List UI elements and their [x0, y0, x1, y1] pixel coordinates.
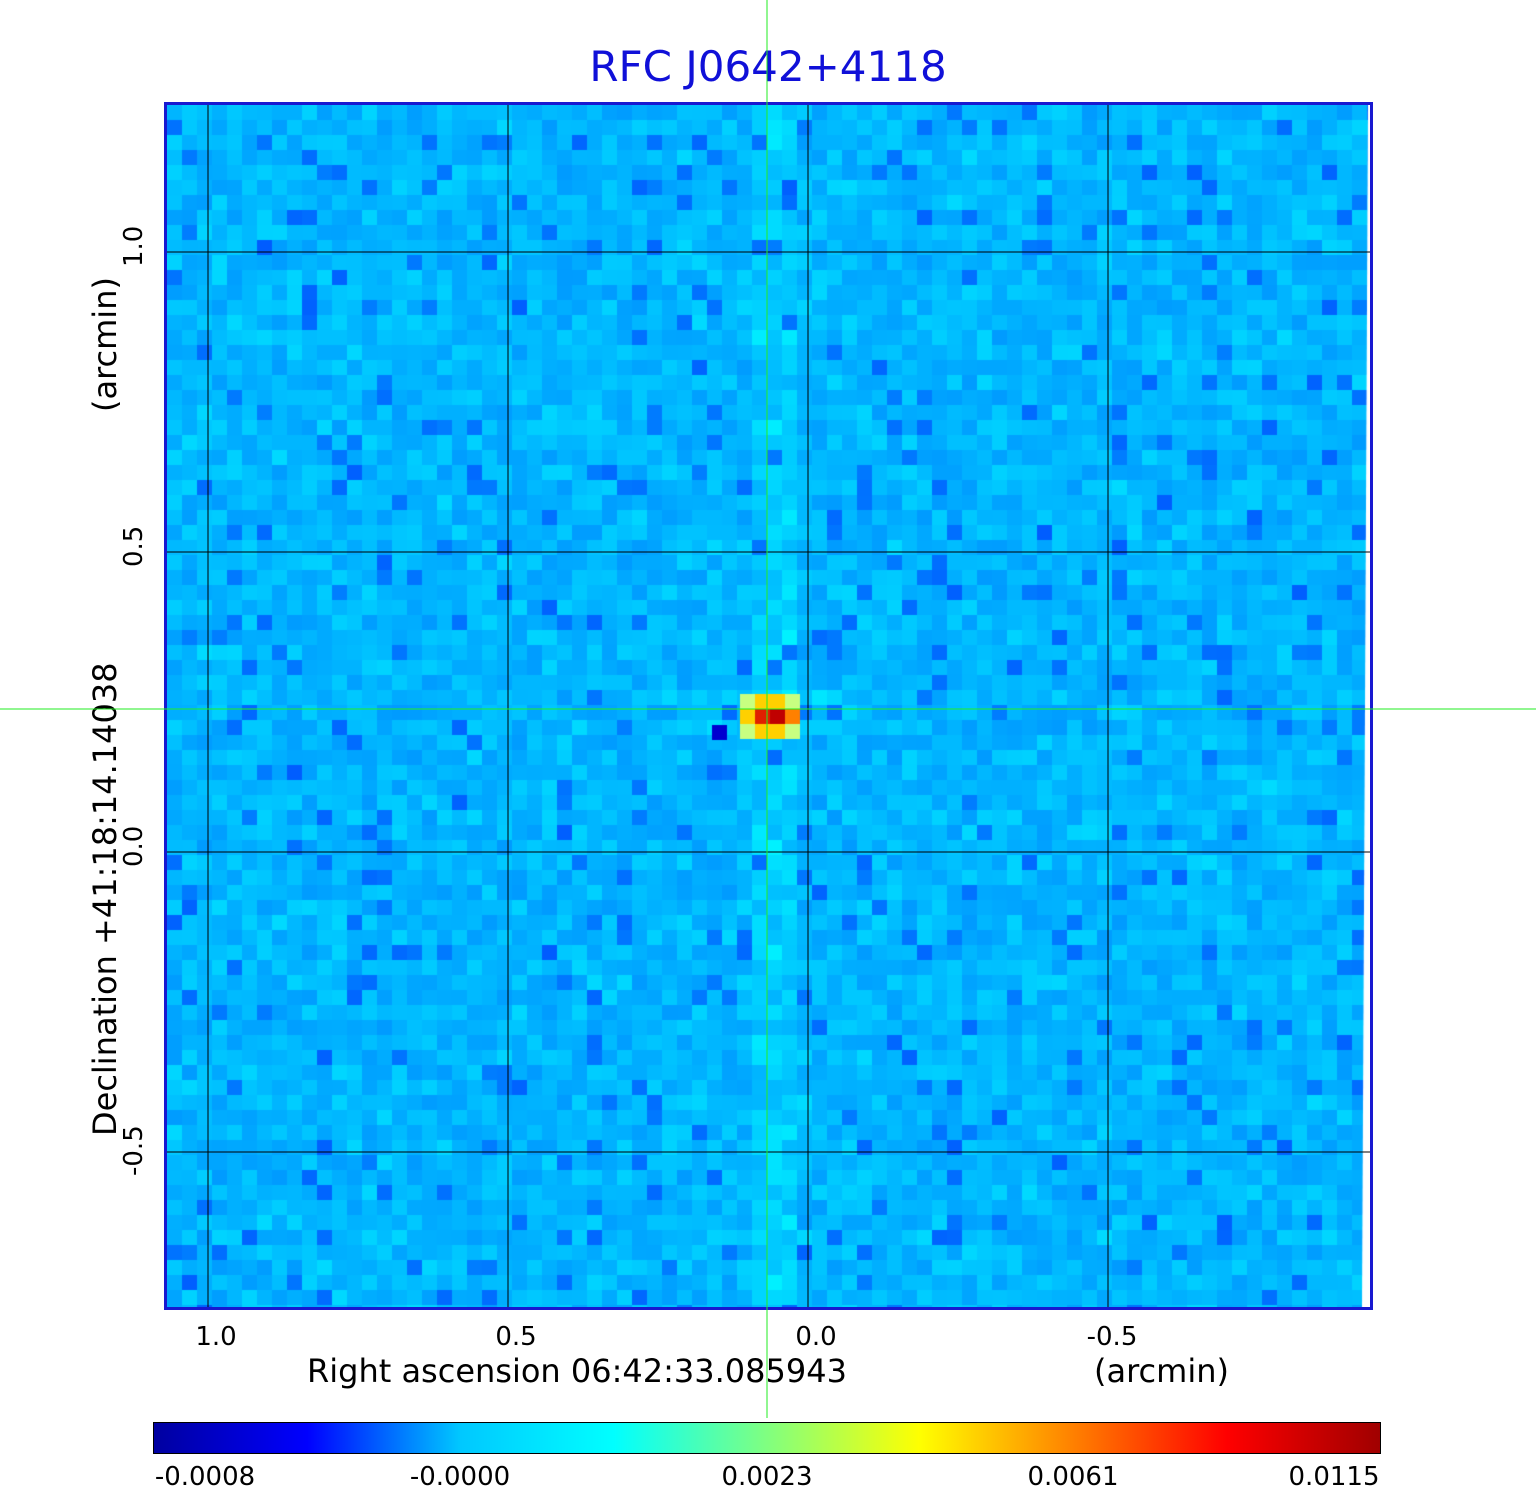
y-tick-label: 1.0 — [119, 225, 149, 267]
x-axis-label: Right ascension 06:42:33.085943 — [307, 1352, 847, 1390]
x-tick-label: 0.5 — [495, 1322, 537, 1352]
image-title: RFC J0642+4118 — [589, 42, 947, 91]
x-tick-label: -0.5 — [1086, 1322, 1138, 1352]
x-tick-label: 1.0 — [195, 1322, 237, 1352]
y-axis-unit: (arcmin) — [86, 277, 124, 412]
intensity-map — [167, 105, 1370, 1307]
coordinate-grid — [167, 105, 1370, 1307]
colorbar-tick-label: -0.0008 — [154, 1462, 256, 1492]
colorbar-tick-label: -0.0000 — [409, 1462, 511, 1492]
x-axis-unit: (arcmin) — [1094, 1352, 1229, 1390]
y-tick-label: 0.5 — [119, 525, 149, 567]
y-axis-label: Declination +41:18:14.14038 — [86, 662, 124, 1136]
sky-image-panel[interactable] — [164, 102, 1373, 1310]
x-tick-label: 0.0 — [795, 1322, 837, 1352]
colorbar — [153, 1422, 1381, 1454]
colorbar-tick-label: 0.0061 — [1027, 1462, 1119, 1492]
colorbar-tick-label: 0.0023 — [721, 1462, 813, 1492]
colorbar-tick-label: 0.0115 — [1288, 1462, 1380, 1492]
